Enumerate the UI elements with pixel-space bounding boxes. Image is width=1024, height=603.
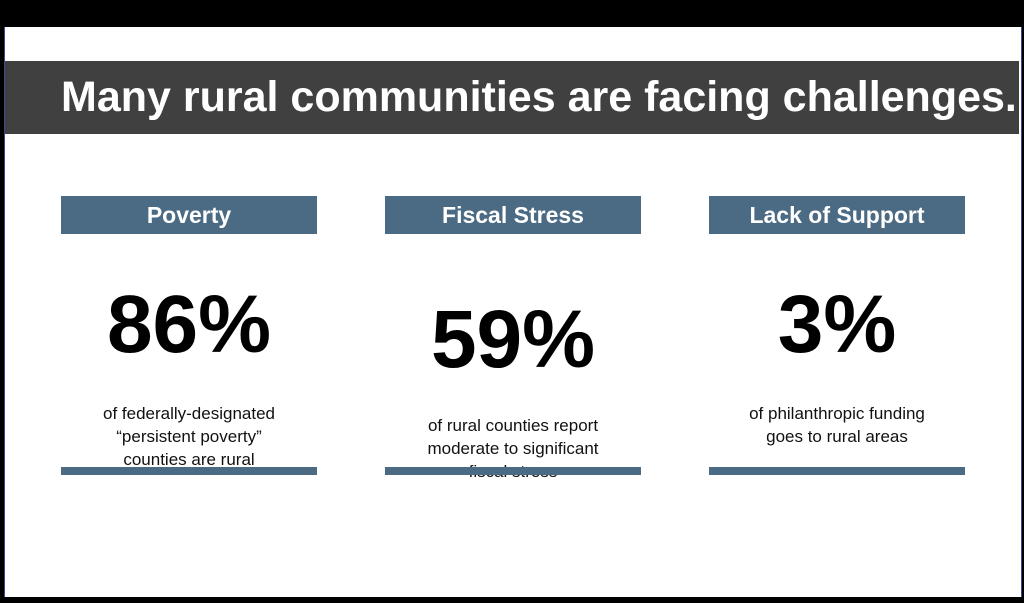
challenge-column-poverty: Poverty 86% of federally-designated “per… [61, 196, 317, 480]
column-stat: 59% [430, 294, 596, 385]
column-divider [61, 467, 317, 475]
column-divider [385, 467, 641, 475]
column-description: of federally-designated “persistent pove… [102, 404, 275, 469]
column-description: of philanthropic funding goes to rural a… [749, 404, 925, 446]
column-heading: Lack of Support [709, 196, 965, 234]
slide: Many rural communities are facing challe… [4, 27, 1022, 597]
challenge-column-fiscal-stress: Fiscal Stress 59% of rural counties repo… [385, 196, 641, 481]
column-divider [709, 467, 965, 475]
title-bar: Many rural communities are facing challe… [5, 61, 1019, 134]
column-stat: 86% [106, 279, 272, 370]
slide-title: Many rural communities are facing challe… [61, 73, 1017, 121]
column-heading: Poverty [61, 196, 317, 234]
column-heading: Fiscal Stress [385, 196, 641, 234]
challenge-column-lack-of-support: Lack of Support 3% of philanthropic fund… [709, 196, 965, 480]
column-stat: 3% [777, 279, 897, 370]
